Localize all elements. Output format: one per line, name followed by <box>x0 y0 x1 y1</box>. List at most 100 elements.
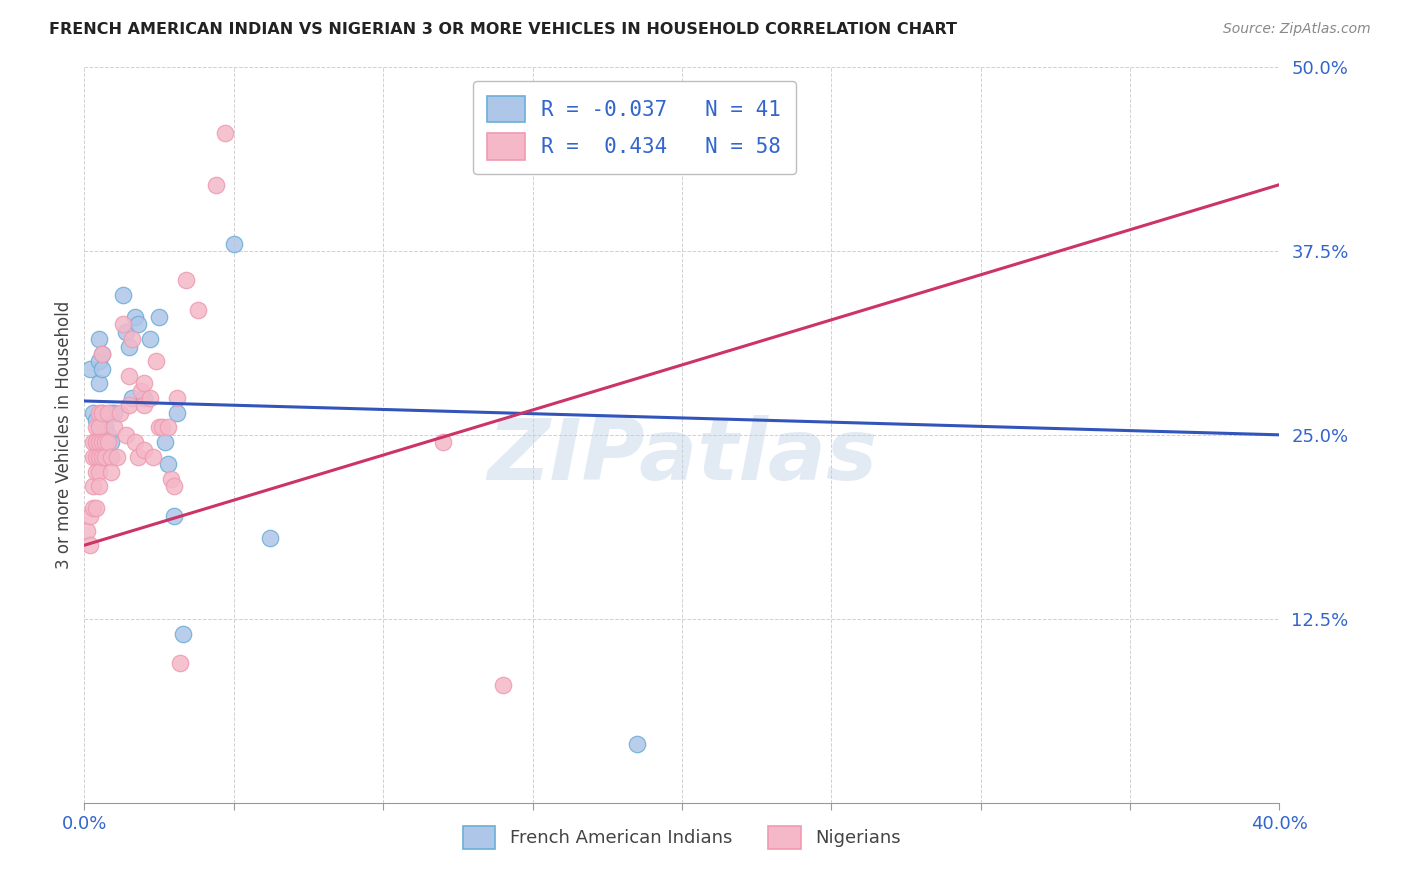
Point <box>89 465 111 479</box>
Point <box>150 420 173 434</box>
Point <box>100 450 122 464</box>
Point <box>129 384 152 398</box>
Point <box>100 450 122 464</box>
Point <box>91 435 114 450</box>
Point <box>94 450 117 464</box>
Y-axis label: 3 or more Vehicles in Household: 3 or more Vehicles in Household <box>55 301 73 569</box>
Point <box>82 501 104 516</box>
Point <box>118 340 141 354</box>
Point <box>115 325 138 339</box>
Point <box>115 427 138 442</box>
Point <box>89 479 111 493</box>
Point <box>166 406 188 420</box>
Point <box>86 413 108 427</box>
Point <box>153 435 176 450</box>
Point <box>94 442 117 457</box>
Point <box>79 538 101 552</box>
Point <box>172 626 194 640</box>
Point <box>82 435 104 450</box>
Point <box>103 420 125 434</box>
Point <box>91 406 114 420</box>
Point <box>91 347 114 361</box>
Point <box>121 332 143 346</box>
Point <box>214 126 236 140</box>
Point <box>148 310 170 325</box>
Point <box>89 406 111 420</box>
Point <box>105 450 128 464</box>
Point <box>89 420 111 434</box>
Point <box>100 435 122 450</box>
Point <box>127 450 149 464</box>
Point <box>91 450 114 464</box>
Point <box>205 178 228 192</box>
Point <box>132 398 156 412</box>
Point <box>626 737 648 751</box>
Text: Source: ZipAtlas.com: Source: ZipAtlas.com <box>1223 22 1371 37</box>
Point <box>132 376 156 391</box>
Point <box>94 435 117 450</box>
Point <box>157 457 180 471</box>
Point <box>432 435 454 450</box>
Point <box>259 531 281 545</box>
Point <box>139 332 162 346</box>
Point <box>94 427 117 442</box>
Point <box>86 465 108 479</box>
Point <box>89 420 111 434</box>
Point <box>492 678 515 692</box>
Point <box>97 406 120 420</box>
Point <box>118 369 141 384</box>
Point <box>91 361 114 376</box>
Point <box>145 354 167 368</box>
Point <box>94 420 117 434</box>
Point <box>103 406 125 420</box>
Point <box>118 398 141 412</box>
Point <box>100 406 122 420</box>
Legend: French American Indians, Nigerians: French American Indians, Nigerians <box>456 819 908 856</box>
Point <box>121 391 143 405</box>
Point <box>94 435 117 450</box>
Text: ZIPatlas: ZIPatlas <box>486 416 877 499</box>
Point <box>142 450 165 464</box>
Point <box>97 435 120 450</box>
Point <box>79 508 101 523</box>
Point <box>166 391 188 405</box>
Point <box>82 406 104 420</box>
Point <box>139 391 162 405</box>
Point <box>97 435 120 450</box>
Point <box>124 310 146 325</box>
Point <box>94 450 117 464</box>
Point <box>112 318 135 332</box>
Point <box>86 450 108 464</box>
Point <box>82 479 104 493</box>
Point <box>97 450 120 464</box>
Point <box>86 420 108 434</box>
Point <box>127 318 149 332</box>
Point <box>157 420 180 434</box>
Point <box>89 354 111 368</box>
Point <box>124 435 146 450</box>
Point <box>86 501 108 516</box>
Point <box>132 391 156 405</box>
Point <box>132 442 156 457</box>
Point <box>79 361 101 376</box>
Point <box>222 236 245 251</box>
Point <box>91 406 114 420</box>
Point <box>86 435 108 450</box>
Point <box>89 332 111 346</box>
Point <box>112 288 135 302</box>
Text: FRENCH AMERICAN INDIAN VS NIGERIAN 3 OR MORE VEHICLES IN HOUSEHOLD CORRELATION C: FRENCH AMERICAN INDIAN VS NIGERIAN 3 OR … <box>49 22 957 37</box>
Point <box>163 508 186 523</box>
Point <box>91 347 114 361</box>
Point <box>148 420 170 434</box>
Point <box>86 435 108 450</box>
Point <box>169 656 191 670</box>
Point <box>91 420 114 434</box>
Point <box>160 472 183 486</box>
Point <box>187 302 209 317</box>
Point <box>97 427 120 442</box>
Point <box>163 479 186 493</box>
Point <box>76 524 98 538</box>
Point <box>174 273 197 287</box>
Point <box>82 450 104 464</box>
Point <box>89 450 111 464</box>
